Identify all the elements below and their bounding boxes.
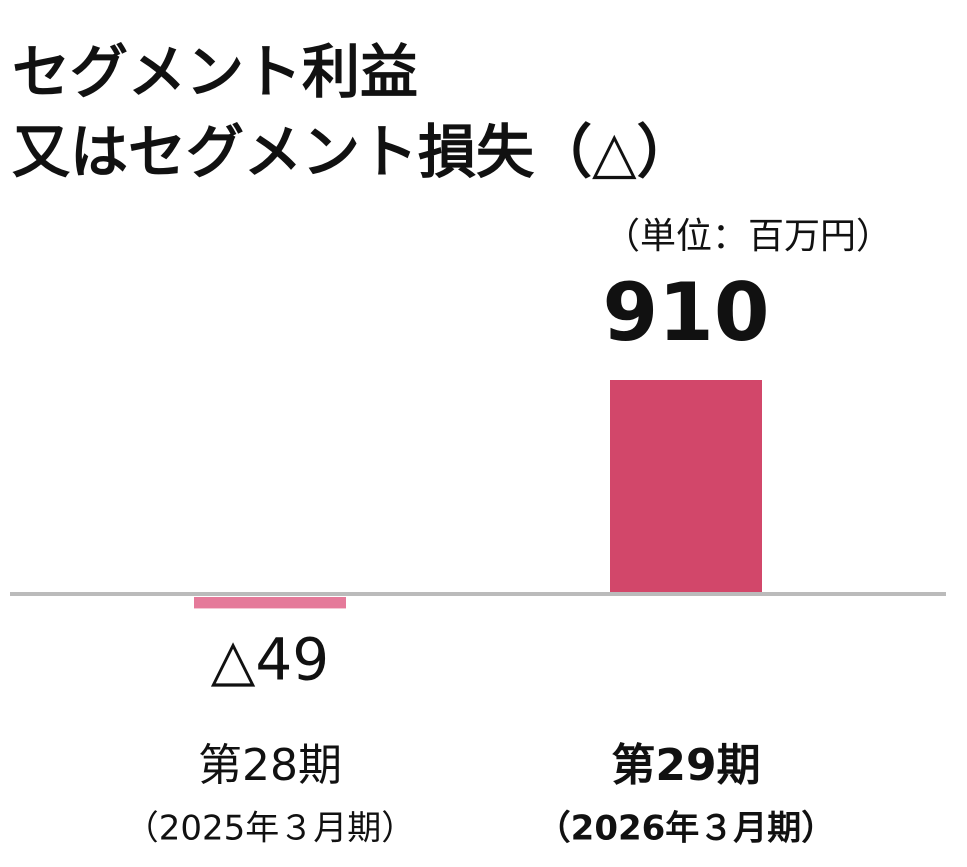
x-tick-label: 第29期 bbox=[611, 740, 760, 791]
chart-title: セグメント利益 bbox=[12, 38, 418, 106]
value-label: 910 bbox=[603, 266, 770, 359]
bar bbox=[610, 380, 762, 592]
unit-label: （単位：百万円） bbox=[604, 216, 892, 257]
bar bbox=[194, 597, 346, 609]
x-tick-sublabel: （2026年３月期） bbox=[537, 809, 836, 849]
x-tick-label: 第28期 bbox=[198, 740, 342, 791]
x-tick-sublabel: （2025年３月期） bbox=[125, 809, 416, 849]
value-label: △49 bbox=[211, 626, 329, 694]
chart-title: 又はセグメント損失（△） bbox=[12, 118, 695, 186]
